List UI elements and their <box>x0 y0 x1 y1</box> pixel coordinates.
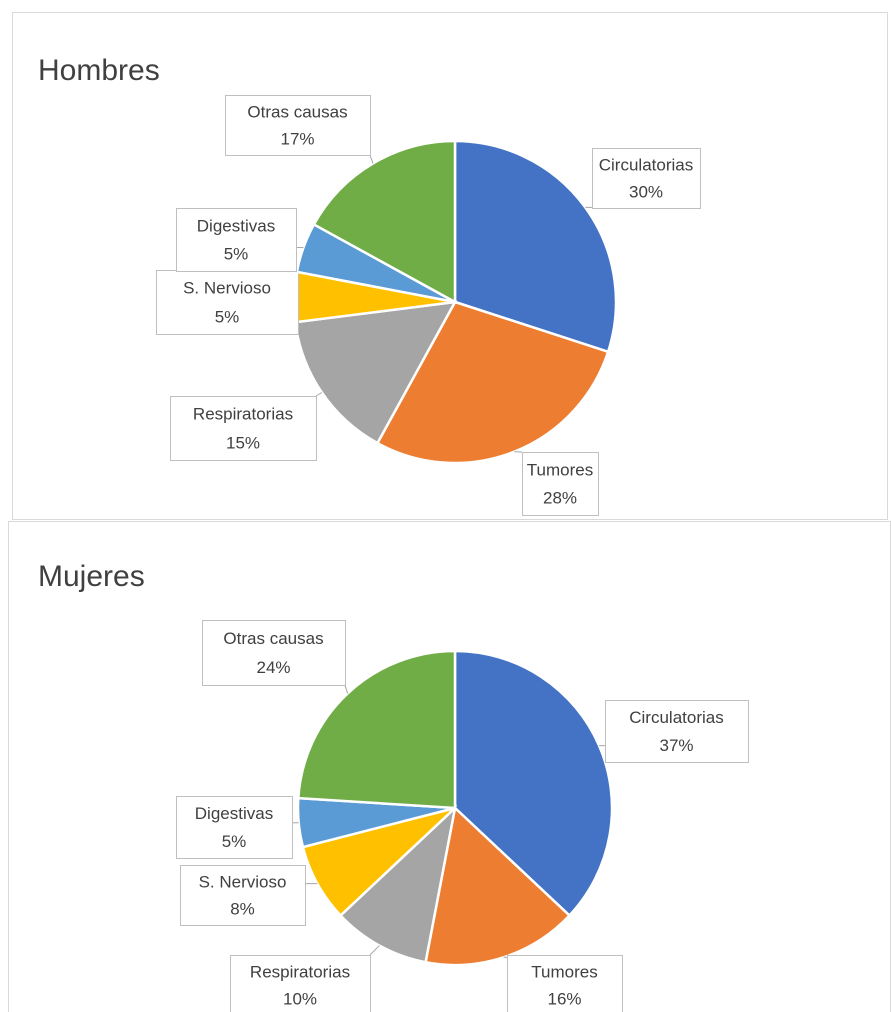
leader-line <box>344 684 349 694</box>
pie-slice <box>296 649 457 810</box>
leader-line <box>315 392 323 397</box>
label-category: Digestivas <box>195 804 273 823</box>
label-value: 15% <box>226 433 260 452</box>
label-category: S. Nervioso <box>199 872 287 891</box>
label-box <box>592 148 701 209</box>
label-box <box>225 95 371 156</box>
pie-slice <box>312 139 457 305</box>
label-category: Otras causas <box>247 102 347 121</box>
label-box <box>170 396 317 461</box>
label-value: 17% <box>280 129 314 148</box>
label-value: 30% <box>629 182 663 201</box>
label-box <box>176 796 293 859</box>
pie-slice <box>453 649 614 918</box>
label-box <box>507 955 623 1012</box>
label-value: 5% <box>222 832 247 851</box>
label-box <box>605 700 749 763</box>
label-value: 5% <box>215 307 240 326</box>
label-category: Tumores <box>531 962 597 981</box>
label-box <box>180 865 306 926</box>
label-value: 10% <box>283 989 317 1008</box>
label-value: 8% <box>230 899 255 918</box>
pie-slice <box>453 139 618 354</box>
label-value: 28% <box>543 489 577 508</box>
leader-line <box>369 154 374 164</box>
label-category: Respiratorias <box>193 405 293 424</box>
label-category: Digestivas <box>197 216 275 235</box>
label-category: Circulatorias <box>599 155 693 174</box>
label-box <box>522 452 599 516</box>
label-category: Tumores <box>527 460 593 479</box>
label-category: S. Nervioso <box>183 279 271 298</box>
label-value: 37% <box>659 736 693 755</box>
pie-slice <box>375 300 610 465</box>
label-category: Otras causas <box>223 629 323 648</box>
label-value: 24% <box>256 658 290 677</box>
chart-title: Hombres <box>38 54 160 87</box>
label-box <box>202 620 346 686</box>
label-value: 16% <box>547 989 581 1008</box>
label-category: Respiratorias <box>250 962 350 981</box>
chart-title: Mujeres <box>38 560 145 593</box>
label-box <box>230 955 371 1012</box>
pie-slice <box>424 805 572 967</box>
label-value: 5% <box>224 245 249 264</box>
label-category: Circulatorias <box>629 708 723 727</box>
label-box <box>176 208 297 272</box>
leader-line <box>369 945 380 956</box>
